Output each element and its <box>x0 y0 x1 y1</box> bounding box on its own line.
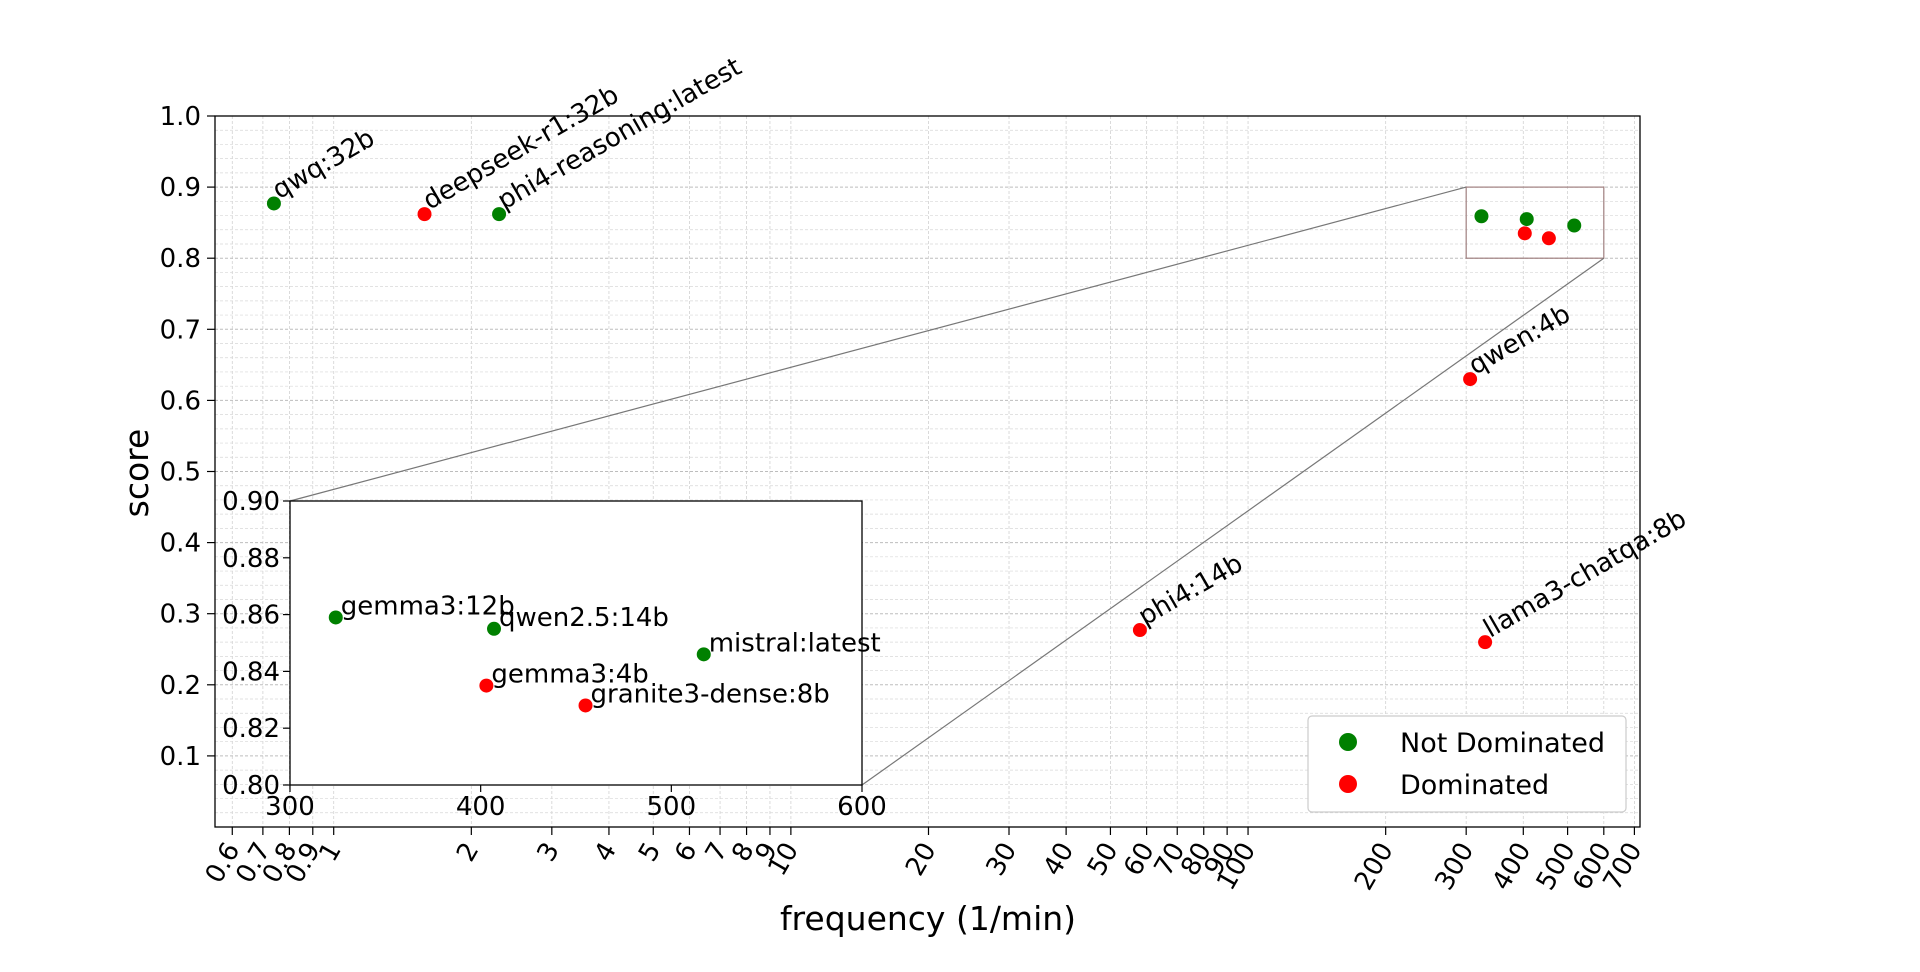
point-granite3-dense-8b <box>1541 231 1556 246</box>
inset-label-granite3-dense-8b: granite3-dense:8b <box>591 679 830 709</box>
y-tick-label: 1.0 <box>160 102 201 132</box>
data-points <box>266 196 1582 650</box>
legend-marker-dominated <box>1339 775 1357 793</box>
inset-point-mistral-latest <box>696 647 711 662</box>
x-tick-label: 20 <box>900 838 943 882</box>
label-phi4-14b: phi4:14b <box>1133 549 1248 633</box>
inset-x-tick-label: 300 <box>265 792 315 822</box>
point-phi4-reasoning-latest <box>492 207 507 222</box>
x-tick-label: 5 <box>633 838 667 867</box>
zoom-connectors <box>289 186 1605 786</box>
y-tick-label: 0.8 <box>160 244 201 274</box>
label-llama3-chatqa-8b: llama3-chatqa:8b <box>1479 504 1692 644</box>
x-tick-label: 400 <box>1487 838 1538 896</box>
y-tick-label: 0.9 <box>160 173 201 203</box>
x-tick-label: 40 <box>1038 838 1081 882</box>
inset-label-mistral-latest: mistral:latest <box>709 628 881 658</box>
point-llama3-chatqa-8b <box>1478 635 1493 650</box>
y-axis-title: score <box>117 429 156 518</box>
x-tick-label: 200 <box>1349 838 1400 896</box>
inset-y-tick-label: 0.88 <box>222 544 280 574</box>
legend-box <box>1307 715 1627 813</box>
inset-label-gemma3-4b: gemma3:4b <box>491 660 648 690</box>
label-qwen-4b: qwen:4b <box>1464 299 1576 381</box>
zoom-connector-line <box>289 186 1467 502</box>
legend-label-not-dominated: Not Dominated <box>1400 728 1605 759</box>
inset-x-tick-label: 600 <box>837 792 887 822</box>
y-tick-label: 0.1 <box>160 742 201 772</box>
inset-y-tick-label: 0.86 <box>222 601 280 631</box>
x-axis-title: frequency (1/min) <box>780 899 1076 938</box>
inset-y-tick-label: 0.90 <box>222 487 280 517</box>
y-tick-label: 0.4 <box>160 529 201 559</box>
zoom-connector-line <box>861 257 1605 786</box>
inset-axes: 300 400 500 600 0.80 0.82 0.84 0.86 0.88 0.90 gemm… <box>222 487 887 822</box>
inset-y-tick-label: 0.82 <box>222 714 280 744</box>
x-tick-label: 50 <box>1082 838 1125 882</box>
inset-label-gemma3-12b: gemma3:12b <box>341 591 515 621</box>
x-tick-label: 2 <box>451 838 485 867</box>
inset-point-granite3-dense-8b <box>578 698 593 713</box>
legend-marker-not-dominated <box>1339 733 1357 751</box>
y-tick-label: 0.7 <box>160 315 201 345</box>
zoom-region-box <box>1465 186 1605 259</box>
x-tick-label: 6 <box>669 838 703 867</box>
inset-y-tick-label: 0.84 <box>222 657 280 687</box>
x-tick-label: 4 <box>589 838 623 867</box>
inset-label-qwen2-5-14b: qwen2.5:14b <box>499 603 669 633</box>
y-tick-label: 0.6 <box>160 386 201 416</box>
point-mistral-latest <box>1567 218 1582 233</box>
x-tick-label: 3 <box>532 838 566 867</box>
legend-label-dominated: Dominated <box>1400 770 1549 801</box>
point-deepseek-r1-32b <box>417 207 432 222</box>
point-phi4-14b <box>1132 623 1147 638</box>
inset-point-gemma3-4b <box>479 678 494 693</box>
inset-y-tick-label: 0.80 <box>222 771 280 801</box>
point-qwen2-5-14b <box>1519 212 1534 227</box>
x-tick-label: 30 <box>981 838 1024 882</box>
y-tick-label: 0.3 <box>160 600 201 630</box>
inset-x-tick-label: 500 <box>647 792 697 822</box>
point-gemma3-4b <box>1517 226 1532 241</box>
x-tick-label: 300 <box>1429 838 1480 896</box>
inset-x-tick-label: 400 <box>456 792 506 822</box>
label-qwq-32b: qwq:32b <box>267 123 380 205</box>
y-tick-label: 0.2 <box>160 671 201 701</box>
point-qwq-32b <box>266 196 281 211</box>
point-gemma3-12b <box>1474 209 1489 224</box>
inset-frame <box>289 500 863 786</box>
legend: Not Dominated Dominated <box>1307 715 1627 813</box>
inset-point-gemma3-12b <box>328 610 343 625</box>
point-qwen-4b <box>1463 372 1478 387</box>
y-tick-label: 0.5 <box>160 458 201 488</box>
inset-point-qwen2-5-14b <box>487 621 502 636</box>
